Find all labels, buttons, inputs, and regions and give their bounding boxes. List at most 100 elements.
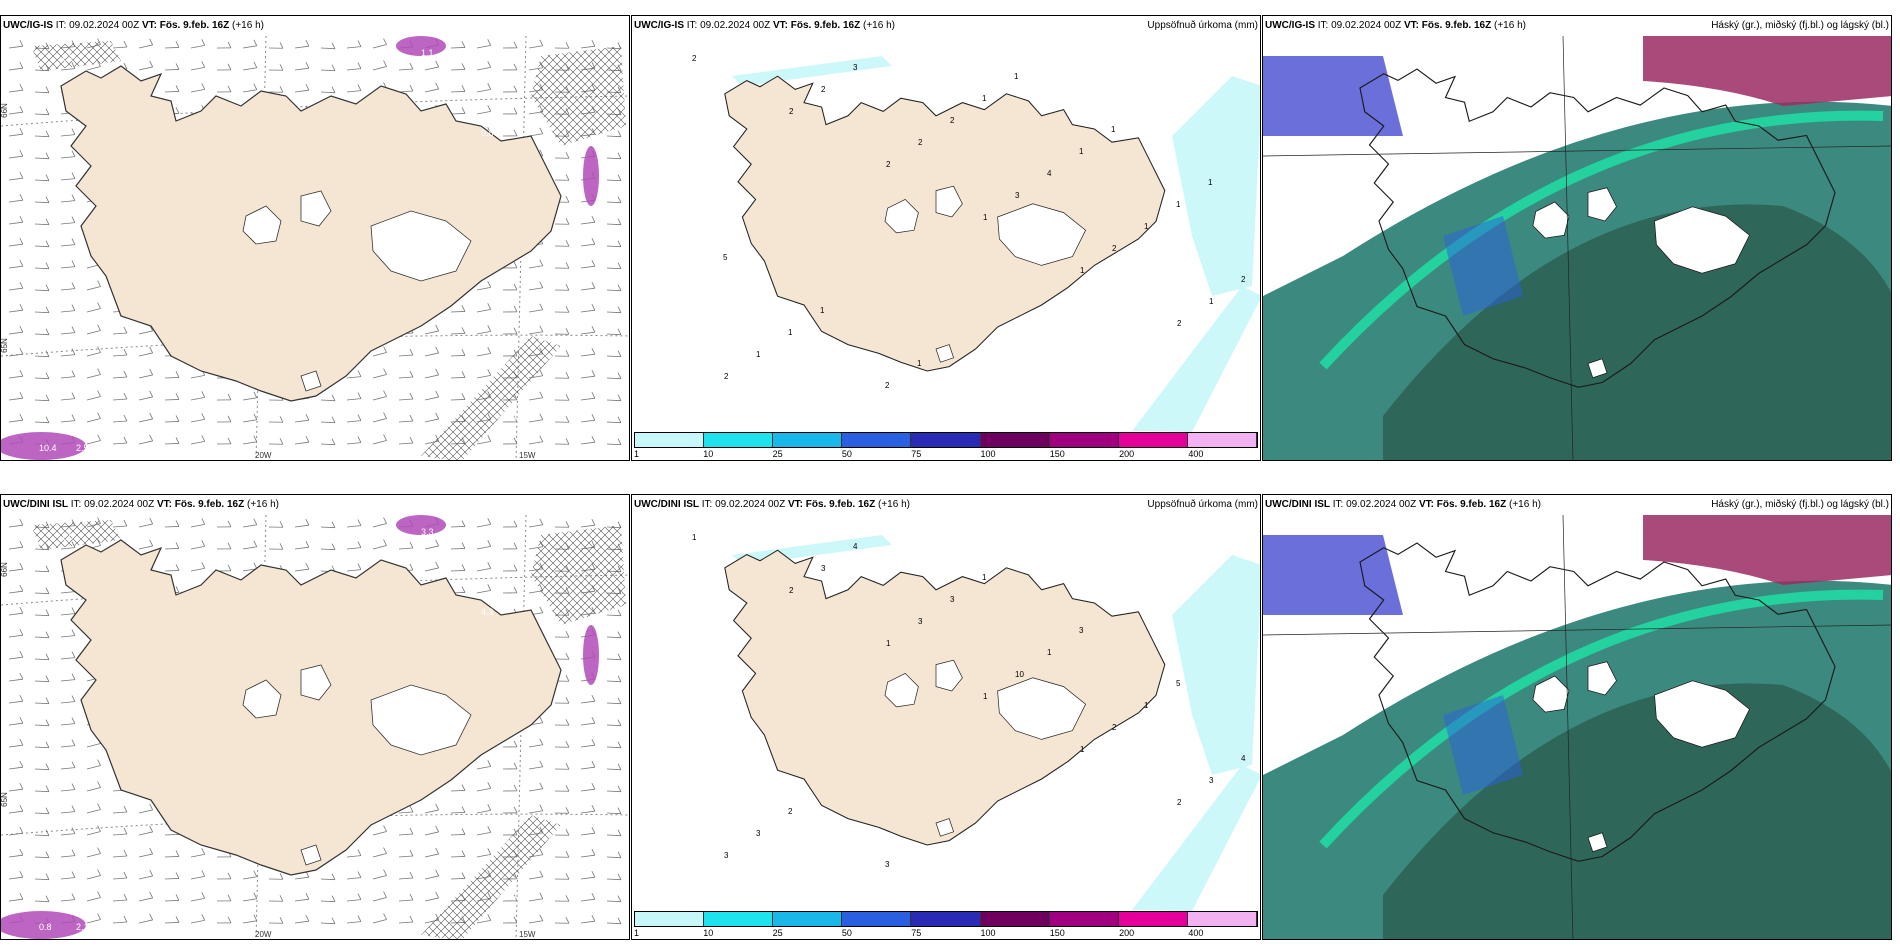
vt-label: VT: <box>787 499 803 510</box>
wind-barb <box>450 47 466 49</box>
model-name: UWC/IG-IS <box>1265 20 1315 31</box>
wind-barb <box>112 354 127 357</box>
wind-barb <box>398 921 413 924</box>
wind-barb-flag <box>487 584 492 591</box>
wind-barb <box>606 834 622 837</box>
low-cloud-area <box>1263 535 1403 615</box>
wind-barb-flag <box>409 392 414 400</box>
wind-barb <box>242 419 257 423</box>
wind-barb <box>450 790 466 792</box>
wind-barb <box>606 245 622 248</box>
wind-barb-flag <box>331 521 336 528</box>
wind-barb <box>112 376 127 379</box>
wind-barb-flag <box>357 62 362 69</box>
precip-value-label: 1 <box>1079 147 1084 156</box>
precip-value-label: 3 <box>724 851 729 860</box>
iceland-coastline <box>60 539 562 876</box>
wind-barb <box>606 856 622 859</box>
wind-barb <box>294 876 309 880</box>
wind-barb <box>8 397 23 401</box>
wind-barb-flag <box>565 416 570 423</box>
wind-barb-flag <box>461 393 466 400</box>
wind-barb-flag <box>565 218 570 225</box>
wind-barb <box>86 853 101 858</box>
wind-barb-flag <box>45 851 50 858</box>
wind-barb <box>190 66 205 71</box>
wind-barb <box>476 88 491 93</box>
wind-barb <box>190 545 205 550</box>
precip-value-label: 9.8 <box>526 882 539 892</box>
wind-barb <box>320 878 336 881</box>
precip-colorbar: 1 10 25 50 75 100 150 200 400 <box>632 909 1260 939</box>
wind-barb-flag <box>539 39 544 46</box>
wind-barb-flag <box>565 42 570 49</box>
wind-barb-flag <box>435 412 440 420</box>
wind-barb <box>8 309 23 313</box>
wind-barb <box>60 310 75 313</box>
wind-barb <box>242 920 257 924</box>
wind-barb-flag <box>19 238 24 245</box>
wind-barb <box>528 331 543 335</box>
wind-barb-flag <box>305 519 310 526</box>
wind-barb-flag <box>305 62 310 69</box>
wind-barb-flag <box>617 763 622 770</box>
wind-barb-flag <box>279 521 284 528</box>
wind-barb <box>580 309 595 313</box>
wind-barb-flag <box>565 741 570 748</box>
wind-barb <box>60 679 75 682</box>
wind-barb-flag <box>617 328 622 335</box>
wind-barb <box>450 548 466 550</box>
wind-barb-flag <box>19 370 24 377</box>
wind-barb <box>398 899 413 902</box>
wind-barb-flag <box>357 84 362 91</box>
wind-barb-flag <box>123 326 128 334</box>
wind-barb <box>60 398 75 401</box>
wind-barb <box>346 68 361 71</box>
wind-barb-flag <box>201 413 206 420</box>
wind-barb-flag <box>461 305 466 312</box>
wind-barb <box>398 547 413 550</box>
lat-label-66: 66N <box>0 103 9 118</box>
wind-barb <box>34 856 50 859</box>
wind-barb <box>346 525 361 528</box>
wind-barb-flag <box>461 828 466 835</box>
wind-barb <box>8 524 23 528</box>
wind-barb-flag <box>461 371 466 378</box>
cloud-edge-band <box>1319 110 1884 370</box>
wind-barb-flag <box>539 259 544 266</box>
wind-barb-flag <box>279 42 284 49</box>
wind-barb-flag <box>617 152 622 159</box>
wind-barb-flag <box>357 414 362 421</box>
panel-precip-top: UWC/IG-IS IT: 09.02.2024 00Z VT: Fös. 9.… <box>631 15 1261 461</box>
precip-value-label: 2 <box>724 372 729 381</box>
precip-value-label: 1 <box>1208 178 1213 187</box>
wind-barb-flag <box>617 609 622 616</box>
wind-barb <box>606 878 622 881</box>
wind-barb-flag <box>383 847 387 854</box>
wind-barb-flag <box>539 892 544 899</box>
wind-barb-flag <box>617 807 622 814</box>
wind-barb-flag <box>201 914 206 921</box>
precip-value-label: 1 <box>692 533 697 542</box>
lon-label-15w: 15W <box>519 451 536 460</box>
panel-title: Uppsöfnuð úrkoma (mm) <box>1147 499 1258 510</box>
wind-barb-flag <box>461 564 466 571</box>
wind-barb <box>86 897 101 902</box>
wind-barb <box>372 523 387 528</box>
wind-barb <box>60 222 75 225</box>
wind-barb <box>242 898 257 902</box>
it-label: IT: <box>686 20 698 31</box>
wind-barb-flag <box>201 562 206 569</box>
wind-barb <box>320 526 336 529</box>
wind-barb-flag <box>617 130 622 137</box>
wind-barb <box>34 157 50 160</box>
wind-barb <box>60 635 75 638</box>
cloud-map <box>1263 36 1891 460</box>
lead-time: (+16 h) <box>1509 499 1541 510</box>
colorbar-swatch <box>842 912 912 926</box>
wind-barb-flag <box>253 435 258 442</box>
wind-barb <box>398 68 413 71</box>
wind-barb <box>346 921 361 924</box>
glacier-outline <box>1587 832 1608 853</box>
wind-barb <box>476 787 491 792</box>
